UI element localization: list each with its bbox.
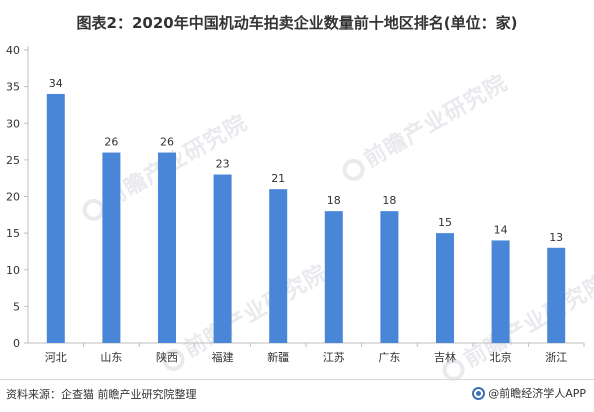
x-tick-label: 陕西 <box>156 350 178 364</box>
y-tick-label: 15 <box>6 227 20 240</box>
data-label: 23 <box>216 158 230 171</box>
data-label: 26 <box>104 136 118 149</box>
x-tick-label: 江苏 <box>323 351 345 364</box>
data-label: 18 <box>382 194 396 207</box>
y-tick-label: 40 <box>6 44 20 57</box>
x-tick-label: 浙江 <box>545 351 567 364</box>
bar <box>491 240 510 343</box>
y-tick-label: 5 <box>13 300 20 313</box>
bar <box>547 247 566 343</box>
data-label: 34 <box>49 77 63 90</box>
data-label: 18 <box>327 194 341 207</box>
y-tick-label: 0 <box>13 337 20 350</box>
y-tick-label: 20 <box>6 191 20 204</box>
x-tick-label: 吉林 <box>434 350 456 364</box>
brand-logo-icon <box>472 386 486 400</box>
bar <box>436 233 454 343</box>
y-tick-label: 35 <box>6 81 20 94</box>
brand-label: @前瞻经济学人APP <box>488 387 586 400</box>
data-label: 14 <box>494 223 508 236</box>
y-tick-label: 25 <box>6 154 20 167</box>
bar <box>380 211 399 343</box>
bar <box>102 152 121 343</box>
brand-credit: @前瞻经济学人APP <box>472 385 586 401</box>
source-note: 资料来源：企查猫 前瞻产业研究院整理 <box>6 388 197 401</box>
x-tick-label: 河北 <box>45 351 67 364</box>
data-label: 15 <box>438 216 452 229</box>
bar <box>213 174 232 343</box>
x-tick-label: 新疆 <box>267 350 289 364</box>
chart-title: 图表2：2020年中国机动车拍卖企业数量前十地区排名(单位：家) <box>76 14 518 32</box>
y-tick-label: 10 <box>6 264 20 277</box>
y-tick-label: 30 <box>6 117 20 130</box>
data-label: 26 <box>160 136 174 149</box>
bar <box>324 211 343 343</box>
x-tick-label: 福建 <box>212 350 234 364</box>
x-tick-label: 北京 <box>490 350 512 364</box>
bar <box>46 93 65 343</box>
bar <box>269 189 288 343</box>
data-label: 21 <box>271 172 285 185</box>
data-label: 13 <box>549 231 563 244</box>
bar <box>158 152 176 343</box>
x-tick-label: 广东 <box>378 351 400 364</box>
x-tick-label: 山东 <box>100 351 122 364</box>
footer: 资料来源：企查猫 前瞻产业研究院整理 @前瞻经济学人APP <box>0 379 594 412</box>
